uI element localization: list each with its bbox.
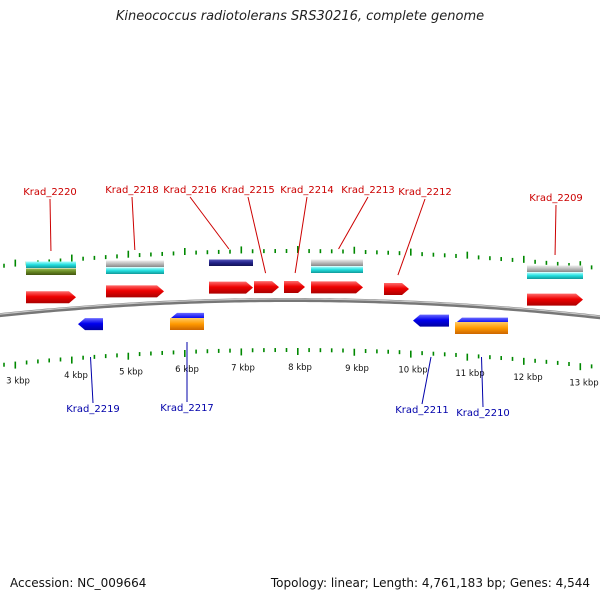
tick-label: 13 kbp bbox=[569, 379, 598, 389]
tick-label: 9 kbp bbox=[345, 364, 369, 374]
gene-label-krad-2214[interactable]: Krad_2214 bbox=[280, 185, 334, 196]
cds-arrow-krad-2215[interactable] bbox=[254, 281, 279, 294]
leader-line bbox=[554, 204, 557, 256]
tick-label: 4 kbp bbox=[64, 371, 88, 381]
genome-backbone bbox=[0, 298, 600, 320]
gene-label-krad-2210[interactable]: Krad_2210 bbox=[456, 408, 510, 419]
tick-label: 7 kbp bbox=[231, 363, 255, 373]
gene-label-krad-2219[interactable]: Krad_2219 bbox=[66, 404, 120, 415]
gene-label-krad-2209[interactable]: Krad_2209 bbox=[529, 193, 583, 204]
cds-arrow-krad-2211[interactable] bbox=[413, 314, 449, 327]
cds-arrow-krad-2213[interactable] bbox=[311, 281, 363, 294]
feature-bar bbox=[26, 261, 76, 268]
cds-arrow-krad-2219[interactable] bbox=[78, 318, 103, 331]
gene-label-krad-2218[interactable]: Krad_2218 bbox=[105, 185, 159, 196]
gene-label-krad-2217[interactable]: Krad_2217 bbox=[160, 403, 214, 414]
leader-line bbox=[338, 196, 369, 250]
genome-title: Kineococcus radiotolerans SRS30216, comp… bbox=[115, 9, 485, 24]
feature-bar bbox=[106, 267, 164, 274]
gene-label-krad-2215[interactable]: Krad_2215 bbox=[221, 185, 275, 196]
topology-text: Topology: linear; Length: 4,761,183 bp; … bbox=[270, 576, 590, 590]
leader-line bbox=[49, 198, 52, 252]
leader-line bbox=[421, 356, 432, 405]
leader-line bbox=[189, 196, 230, 250]
feature-bar bbox=[311, 259, 363, 266]
tick-label: 10 kbp bbox=[398, 366, 427, 376]
leader-line bbox=[90, 356, 94, 404]
leader-line bbox=[131, 196, 136, 251]
accession-text: Accession: NC_009664 bbox=[10, 576, 147, 590]
tick-label: 3 kbp bbox=[6, 376, 30, 386]
feature-bar bbox=[455, 322, 508, 334]
leader-line bbox=[247, 196, 267, 274]
feature-bar bbox=[106, 260, 164, 267]
cds-arrow-krad-2212[interactable] bbox=[384, 283, 409, 296]
cds-arrow-krad-2216[interactable] bbox=[209, 281, 253, 294]
leader-line bbox=[397, 198, 426, 276]
cds-arrow-krad-2214[interactable] bbox=[284, 281, 305, 294]
tick-label: 5 kbp bbox=[119, 368, 143, 378]
feature-bar bbox=[527, 272, 583, 279]
gene-label-krad-2220[interactable]: Krad_2220 bbox=[23, 187, 77, 198]
feature-bar bbox=[527, 265, 583, 272]
gene-label-krad-2211[interactable]: Krad_2211 bbox=[395, 405, 449, 416]
cds-arrow-krad-2220[interactable] bbox=[26, 291, 76, 304]
feature-bar bbox=[170, 318, 204, 330]
tick-label: 12 kbp bbox=[513, 373, 542, 383]
leader-line bbox=[481, 356, 484, 408]
gene-label-krad-2212[interactable]: Krad_2212 bbox=[398, 187, 452, 198]
cds-arrow-krad-2209[interactable] bbox=[527, 293, 583, 306]
feature-bar bbox=[26, 268, 76, 275]
leader-line bbox=[294, 196, 308, 274]
tick-label: 11 kbp bbox=[455, 369, 484, 379]
feature-bar bbox=[209, 259, 253, 266]
cds-arrow-krad-2218[interactable] bbox=[106, 285, 164, 298]
gene-label-krad-2216[interactable]: Krad_2216 bbox=[163, 185, 217, 196]
gene-label-krad-2213[interactable]: Krad_2213 bbox=[341, 185, 395, 196]
feature-bar bbox=[311, 266, 363, 273]
tick-label: 8 kbp bbox=[288, 363, 312, 373]
